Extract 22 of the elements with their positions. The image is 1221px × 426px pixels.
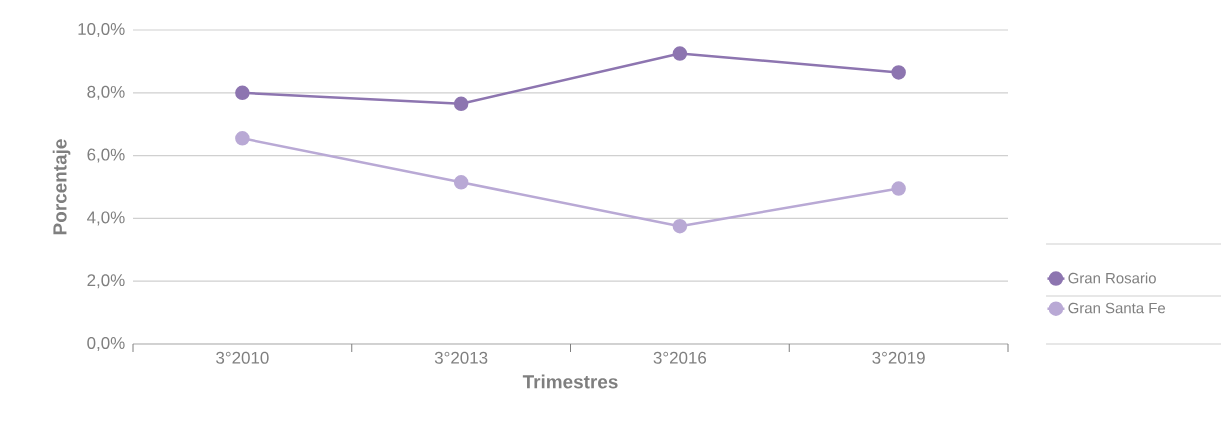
- point: [891, 65, 906, 80]
- y-tick-label: 8,0%: [87, 85, 125, 100]
- point: [235, 131, 250, 146]
- y-axis-title: Porcentaje: [52, 139, 71, 235]
- y-tick-label: 6,0%: [87, 148, 125, 163]
- legend-label: Gran Santa Fe: [1068, 302, 1166, 314]
- x-tick-label: 3°2013: [434, 351, 488, 364]
- point: [235, 85, 250, 101]
- x-axis-title: Trimestres: [522, 374, 618, 389]
- point: [672, 219, 688, 234]
- point: [891, 181, 906, 196]
- y-tick-label: 10,0%: [78, 23, 125, 37]
- point: [453, 96, 469, 112]
- legend-label: Gran Rosario: [1068, 272, 1156, 284]
- x-tick-label: 3°2010: [216, 351, 269, 364]
- x-tick-label: 3°2016: [653, 351, 707, 364]
- y-tick-label: 2,0%: [87, 274, 125, 289]
- y-tick-label: 4,0%: [87, 211, 125, 226]
- x-tick-label: 3°2019: [872, 351, 925, 364]
- point: [453, 175, 469, 190]
- y-tick-label: 0,0%: [87, 337, 125, 351]
- point: [672, 46, 688, 61]
